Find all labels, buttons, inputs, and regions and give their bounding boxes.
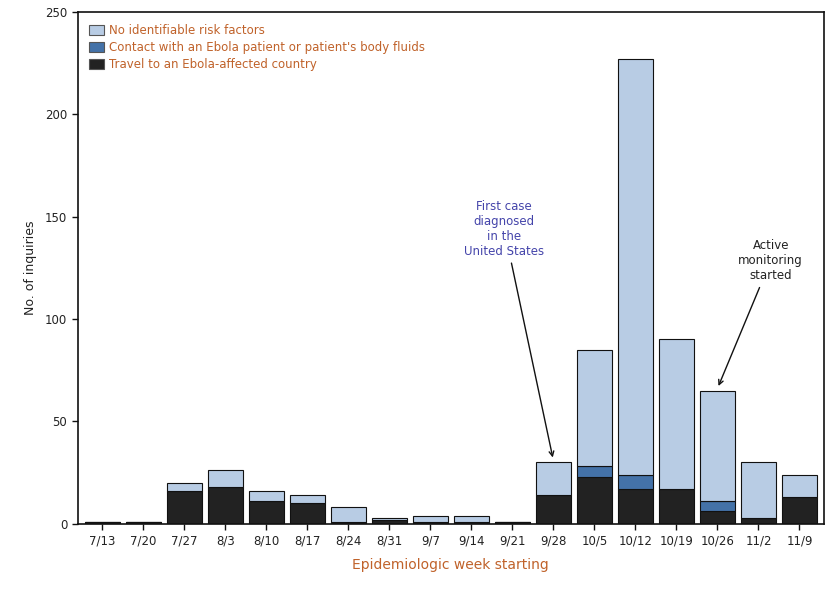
Bar (290, 504, 325, 524)
Bar (618, 59, 653, 475)
Bar (536, 462, 571, 495)
Bar (331, 522, 366, 524)
Bar (454, 515, 489, 522)
Bar (577, 466, 612, 476)
Bar (413, 522, 448, 524)
Bar (125, 522, 160, 524)
Text: Active
monitoring
started: Active monitoring started (719, 239, 803, 385)
Legend: No identifiable risk factors, Contact with an Ebola patient or patient's body fl: No identifiable risk factors, Contact wi… (83, 18, 431, 77)
Bar (290, 495, 325, 504)
Bar (536, 495, 571, 524)
Bar (700, 511, 735, 524)
Bar (331, 507, 366, 522)
Bar (741, 518, 776, 524)
Bar (85, 522, 120, 524)
Bar (495, 522, 530, 524)
Bar (618, 489, 653, 524)
Bar (371, 518, 406, 519)
Bar (248, 491, 283, 501)
Bar (659, 489, 694, 524)
Bar (167, 491, 202, 524)
Bar (208, 487, 243, 524)
Bar (413, 515, 448, 522)
Bar (454, 522, 489, 524)
Bar (577, 476, 612, 524)
Bar (248, 501, 283, 524)
X-axis label: Epidemiologic week starting: Epidemiologic week starting (352, 558, 549, 572)
Bar (577, 350, 612, 466)
Bar (741, 462, 776, 518)
Bar (167, 483, 202, 491)
Bar (782, 475, 817, 497)
Bar (700, 501, 735, 511)
Y-axis label: No. of inquiries: No. of inquiries (23, 220, 37, 315)
Bar (700, 391, 735, 501)
Bar (659, 339, 694, 489)
Bar (782, 497, 817, 524)
Bar (618, 475, 653, 489)
Bar (208, 470, 243, 487)
Bar (371, 519, 406, 524)
Text: First case
diagnosed
in the
United States: First case diagnosed in the United State… (464, 200, 553, 456)
